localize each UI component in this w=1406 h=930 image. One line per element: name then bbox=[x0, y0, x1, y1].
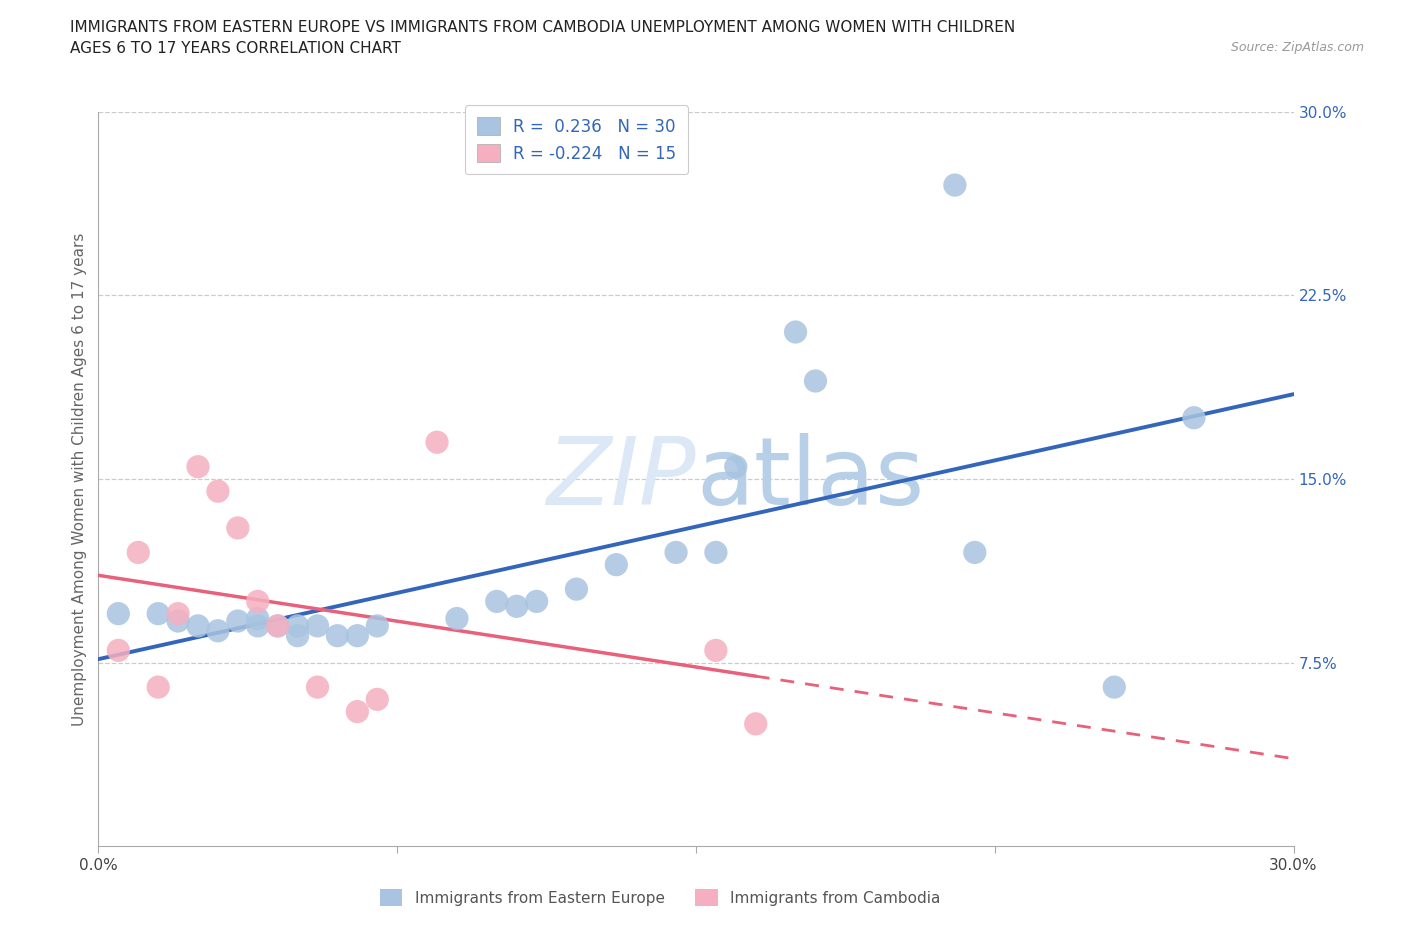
Point bbox=[207, 484, 229, 498]
Point bbox=[287, 618, 309, 633]
Point bbox=[785, 325, 807, 339]
Point bbox=[943, 178, 966, 193]
Point bbox=[107, 606, 129, 621]
Point bbox=[745, 716, 768, 731]
Point bbox=[107, 643, 129, 658]
Point bbox=[307, 618, 329, 633]
Point bbox=[366, 618, 388, 633]
Point bbox=[1182, 410, 1205, 425]
Point bbox=[346, 704, 368, 719]
Point bbox=[187, 618, 209, 633]
Point bbox=[485, 594, 508, 609]
Point bbox=[506, 599, 529, 614]
Point bbox=[326, 629, 349, 644]
Point bbox=[167, 614, 190, 629]
Point bbox=[366, 692, 388, 707]
Point bbox=[307, 680, 329, 695]
Point bbox=[665, 545, 688, 560]
Point bbox=[226, 521, 249, 536]
Point bbox=[267, 618, 290, 633]
Point bbox=[526, 594, 548, 609]
Text: Source: ZipAtlas.com: Source: ZipAtlas.com bbox=[1230, 41, 1364, 54]
Point bbox=[246, 611, 269, 626]
Point bbox=[226, 614, 249, 629]
Y-axis label: Unemployment Among Women with Children Ages 6 to 17 years: Unemployment Among Women with Children A… bbox=[72, 232, 87, 725]
Text: IMMIGRANTS FROM EASTERN EUROPE VS IMMIGRANTS FROM CAMBODIA UNEMPLOYMENT AMONG WO: IMMIGRANTS FROM EASTERN EUROPE VS IMMIGR… bbox=[70, 20, 1015, 35]
Point bbox=[804, 374, 827, 389]
Point bbox=[167, 606, 190, 621]
Point bbox=[963, 545, 986, 560]
Legend: Immigrants from Eastern Europe, Immigrants from Cambodia: Immigrants from Eastern Europe, Immigran… bbox=[374, 884, 946, 912]
Point bbox=[267, 618, 290, 633]
Point bbox=[1102, 680, 1125, 695]
Text: ZIP: ZIP bbox=[547, 433, 696, 525]
Point bbox=[565, 582, 588, 597]
Point bbox=[724, 459, 747, 474]
Point bbox=[605, 557, 627, 572]
Text: atlas: atlas bbox=[696, 433, 924, 525]
Point bbox=[287, 629, 309, 644]
Point bbox=[446, 611, 468, 626]
Point bbox=[127, 545, 149, 560]
Point bbox=[246, 618, 269, 633]
Point bbox=[148, 606, 170, 621]
Point bbox=[148, 680, 170, 695]
Point bbox=[346, 629, 368, 644]
Point bbox=[207, 623, 229, 638]
Point bbox=[704, 545, 727, 560]
Point bbox=[187, 459, 209, 474]
Point bbox=[704, 643, 727, 658]
Point bbox=[426, 435, 449, 450]
Point bbox=[246, 594, 269, 609]
Text: AGES 6 TO 17 YEARS CORRELATION CHART: AGES 6 TO 17 YEARS CORRELATION CHART bbox=[70, 41, 401, 56]
